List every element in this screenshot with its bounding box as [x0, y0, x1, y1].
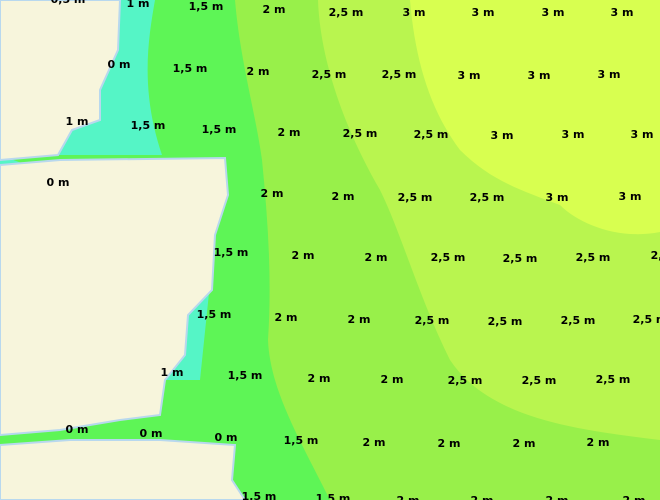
wave-height-label: 3 m	[458, 69, 481, 82]
wave-height-label: 1 m	[66, 115, 89, 128]
wave-height-label: 1 m	[127, 0, 150, 10]
land-middle	[0, 156, 230, 437]
wave-height-label: 2 m	[471, 494, 494, 500]
wave-height-label: 2,5 m	[522, 374, 557, 387]
wave-height-label: 2 m	[308, 372, 331, 385]
wave-height-label: 2 m	[247, 65, 270, 78]
wave-height-label: 0 m	[66, 423, 89, 436]
wave-height-label: 2,5 m	[576, 251, 611, 264]
wave-height-label: 2 m	[365, 251, 388, 264]
wave-height-label: 2 m	[261, 187, 284, 200]
wave-height-label: 3 m	[619, 190, 642, 203]
wave-height-label: 2 m	[381, 373, 404, 386]
wave-height-label: 2,5 m	[382, 68, 417, 81]
wave-height-label: 2,5 m	[431, 251, 466, 264]
wave-height-label: 2 m	[263, 3, 286, 16]
wave-height-label: 0 m	[140, 427, 163, 440]
wave-height-label: 0,5 m	[51, 0, 86, 6]
wave-height-label: 2,5 m	[312, 68, 347, 81]
wave-height-label: 3 m	[542, 6, 565, 19]
wave-height-label: 2,5 m	[343, 127, 378, 140]
wave-height-label: 3 m	[528, 69, 551, 82]
wave-height-label: 2,5 m	[329, 6, 364, 19]
wave-height-label: 1,5 m	[197, 308, 232, 321]
wave-height-label: 3 m	[403, 6, 426, 19]
wave-height-label: 1 m	[161, 366, 184, 379]
wave-height-label: 2 m	[275, 311, 298, 324]
land-north	[0, 0, 122, 162]
wave-height-label: 2,5 m	[488, 315, 523, 328]
wave-height-label: 2 m	[292, 249, 315, 262]
wave-height-label: 0 m	[47, 176, 70, 189]
labels: 0,5 m 1 m 1,5 m 2 m 2,5 m 3 m 3 m 3 m 3 m 0 m 1,5 …	[47, 0, 660, 500]
wave-height-label: 2,5 m	[398, 191, 433, 204]
wave-height-label: 2 m	[513, 437, 536, 450]
wave-height-label: 1,5 m	[214, 246, 249, 259]
wave-height-label: 1,5 m	[284, 434, 319, 447]
wave-height-label: 0 m	[215, 431, 238, 444]
wave-height-label: 2,5 m	[448, 374, 483, 387]
wave-height-label: 1,5 m	[189, 0, 224, 13]
land-south	[0, 439, 247, 500]
wave-height-label: 1,5 m	[173, 62, 208, 75]
wave-height-label: 2 m	[348, 313, 371, 326]
wave-height-label: 2,5 m	[596, 373, 631, 386]
wave-height-label: 2 m	[363, 436, 386, 449]
wave-height-label: 3 m	[611, 6, 634, 19]
wave-height-label: 2,5 m	[414, 128, 449, 141]
wave-height-label: 1,5 m	[242, 490, 277, 500]
wave-height-label: 2,5 m	[415, 314, 450, 327]
wave-height-label: 2,5 m	[633, 313, 660, 326]
wave-height-label: 2,5 m	[651, 249, 660, 262]
wave-height-label: 2,5 m	[561, 314, 596, 327]
wave-height-label: 3 m	[598, 68, 621, 81]
wave-height-label: 3 m	[546, 191, 569, 204]
wave-height-label: 2 m	[623, 494, 646, 500]
wave-height-label: 1,5 m	[316, 492, 351, 500]
wave-height-label: 2 m	[438, 437, 461, 450]
wave-height-label: 2 m	[332, 190, 355, 203]
wave-height-label: 2 m	[546, 494, 569, 500]
wave-height-label: 2 m	[278, 126, 301, 139]
wave-height-label: 1,5 m	[202, 123, 237, 136]
wave-height-label: 3 m	[631, 128, 654, 141]
wave-height-label: 1,5 m	[228, 369, 263, 382]
wave-height-label: 3 m	[491, 129, 514, 142]
wave-height-label: 2 m	[397, 494, 420, 500]
wave-height-label: 0 m	[108, 58, 131, 71]
wave-height-label: 3 m	[472, 6, 495, 19]
wave-height-label: 2,5 m	[503, 252, 538, 265]
wave-height-label: 2,5 m	[470, 191, 505, 204]
wave-height-label: 2 m	[587, 436, 610, 449]
wave-height-label: 1,5 m	[131, 119, 166, 132]
wave-height-label: 3 m	[562, 128, 585, 141]
zone-3m	[410, 0, 660, 235]
